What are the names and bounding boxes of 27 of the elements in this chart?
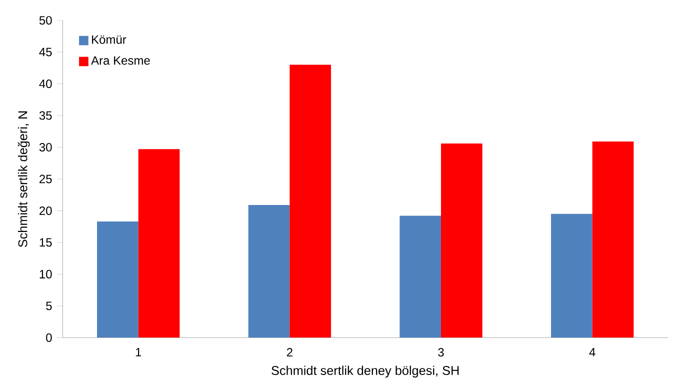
x-tick-label: 4 [589,348,596,356]
y-tick-label: 5 [46,302,52,310]
y-tick-label: 25 [40,174,52,184]
legend-label: Kömür [92,35,126,44]
y-tick-label: 15 [40,238,52,247]
bar [441,143,482,338]
y-tick-label: 40 [39,80,52,88]
x-tick-label: 3 [438,348,444,357]
bar [400,216,441,338]
y-axis-title: Schmidt sertlik değeri, N [18,111,30,248]
y-tick-label: 45 [39,48,52,56]
y-tick-label: 0 [46,333,52,342]
bar [290,64,331,338]
bar [551,214,592,338]
y-tick-label: 50 [39,16,52,25]
bar [592,142,634,338]
y-tick-label: 10 [40,270,52,278]
bar [138,149,180,338]
x-tick-label: 2 [286,348,292,356]
y-tick-label: 30 [39,143,52,152]
y-tick-label: 20 [40,206,52,215]
x-tick-label: 1 [136,348,142,356]
y-tick-label: 35 [39,111,52,120]
legend-label: Ara Kesme [91,56,150,65]
bar [97,222,138,338]
bar [248,205,290,338]
x-axis-title: Schmidt sertlik deney bölgesi, SH [272,366,459,378]
